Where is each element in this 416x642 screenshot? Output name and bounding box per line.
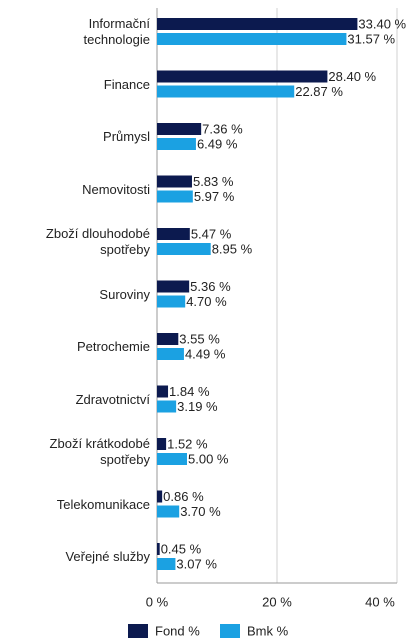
value-label: 28.40 % (328, 69, 376, 84)
value-label: 5.83 % (193, 174, 234, 189)
category-label: Zdravotnictví (75, 391, 150, 407)
category-label: Suroviny (99, 286, 150, 302)
x-tick-label: 40 % (365, 594, 395, 609)
value-label: 0.45 % (161, 541, 202, 556)
bar (157, 490, 163, 503)
value-label: 8.95 % (212, 241, 253, 256)
value-label: 31.57 % (347, 31, 395, 46)
bar (157, 295, 186, 308)
category-label: Finance (103, 76, 150, 92)
value-label: 33.40 % (358, 16, 406, 31)
value-label: 3.55 % (179, 331, 220, 346)
category-label: Informační technologie (83, 16, 151, 47)
bar (157, 385, 169, 398)
x-tick-label: 20 % (262, 594, 292, 609)
category-label: Veřejné služby (65, 549, 150, 564)
legend-swatch (128, 624, 148, 638)
x-tick-label: 0 % (146, 594, 169, 609)
value-label: 4.49 % (185, 346, 226, 361)
value-label: 4.70 % (186, 294, 227, 309)
category-label: Průmysl (103, 129, 150, 144)
value-label: 3.70 % (180, 504, 221, 519)
value-label: 7.36 % (202, 121, 243, 136)
value-label: 3.19 % (177, 399, 218, 414)
bar (157, 138, 196, 150)
bar (157, 18, 358, 30)
bar (157, 333, 179, 345)
value-label: 5.36 % (190, 279, 231, 294)
bar (157, 228, 190, 240)
category-label: Zboží dlouhodobé spotřeby (45, 226, 150, 257)
category-label: Nemovitosti (82, 181, 150, 197)
bar (157, 543, 160, 555)
bar (157, 348, 184, 360)
category-label: Telekomunikace (56, 496, 150, 512)
bar (157, 453, 187, 465)
bar (157, 280, 190, 293)
bar (157, 190, 193, 203)
bar (157, 243, 211, 255)
category-label: Petrochemie (77, 339, 150, 354)
bar (157, 400, 177, 413)
bar (157, 558, 176, 570)
bar (157, 505, 180, 518)
bar (157, 70, 328, 83)
legend-label: Bmk % (247, 623, 289, 638)
value-label: 1.52 % (167, 436, 208, 451)
bar (157, 175, 192, 188)
bar (157, 85, 295, 98)
bar (157, 438, 167, 450)
bar (157, 123, 202, 135)
value-label: 1.84 % (169, 384, 210, 399)
value-label: 5.97 % (194, 189, 235, 204)
value-label: 6.49 % (197, 136, 238, 151)
value-label: 0.86 % (163, 489, 204, 504)
value-label: 5.47 % (191, 226, 232, 241)
value-label: 5.00 % (188, 451, 229, 466)
legend-label: Fond % (155, 623, 200, 638)
bar (157, 33, 347, 45)
value-label: 3.07 % (176, 556, 217, 571)
legend-swatch (220, 624, 240, 638)
value-label: 22.87 % (295, 84, 343, 99)
category-label: Zboží krátkodobé spotřeby (49, 436, 150, 467)
